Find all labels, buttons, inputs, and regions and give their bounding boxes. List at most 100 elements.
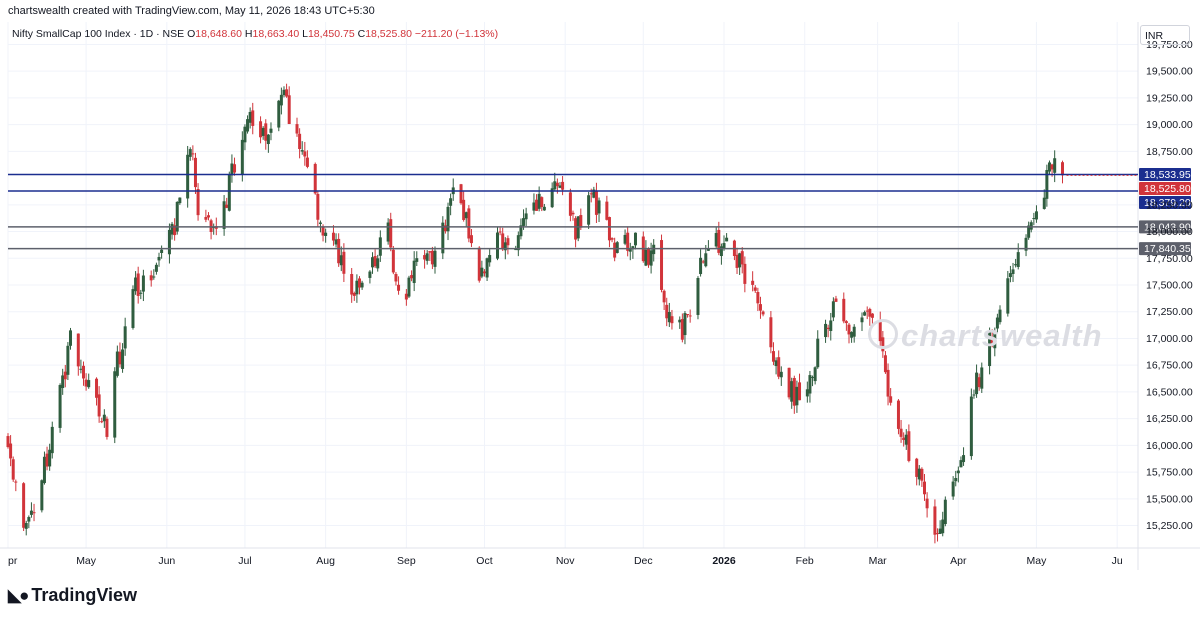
candle-body <box>943 499 947 525</box>
candle-body <box>404 293 408 300</box>
candle-body <box>467 208 471 239</box>
candle-body <box>678 319 682 323</box>
candle-body <box>441 222 445 254</box>
close-label: C <box>357 28 366 40</box>
candle-body <box>805 389 809 397</box>
candle-body <box>540 197 544 208</box>
candle-body <box>553 181 557 190</box>
price-axis[interactable]: 15,250.00 15,500.00 15,750.00 16,000.00 16,2… <box>1146 39 1193 532</box>
candle-body <box>157 256 161 261</box>
candle-body <box>154 264 158 272</box>
candle-body <box>811 376 815 378</box>
candle-body <box>410 275 414 279</box>
candle-body <box>170 223 174 235</box>
candle-body <box>82 365 86 379</box>
candle-body <box>102 414 106 422</box>
candle-body <box>412 260 416 284</box>
candle-body <box>717 229 721 253</box>
candle-body <box>295 124 299 134</box>
candle-body <box>178 197 182 204</box>
time-axis[interactable]: pr May Jun Jul Aug Sep Oct Nov Dec 2026 Feb Mar Apr M… <box>8 555 1123 567</box>
candle-body <box>1027 225 1031 238</box>
candle-body <box>300 150 304 152</box>
price-tick-label: 17,250.00 <box>1146 306 1193 318</box>
time-tick-label: May <box>1027 555 1048 567</box>
symbol-name[interactable]: Nifty SmallCap 100 Index · 1D · NSE <box>12 28 185 40</box>
price-level-tag-label: 17,840.35 <box>1144 243 1191 255</box>
price-tick-label: 15,750.00 <box>1146 467 1193 479</box>
candle-body <box>605 201 609 220</box>
low-value: 18,450.75 <box>307 28 355 40</box>
candle-body <box>160 249 164 254</box>
candle-body <box>113 371 117 438</box>
candle-body <box>1029 222 1033 230</box>
candle-body <box>503 242 507 251</box>
currency-selector[interactable]: INR <box>1140 25 1190 45</box>
horizontal-levels[interactable]: 18,533.95 18,525.80 18,379.20 18,043.90 17,8… <box>8 167 1191 256</box>
candle-body <box>50 426 54 454</box>
candle-body <box>118 351 122 365</box>
candle-body <box>443 225 447 232</box>
candle-body <box>32 512 36 514</box>
candle-body <box>248 111 252 123</box>
candle-body <box>907 431 911 461</box>
candle-body <box>482 271 486 274</box>
candle-body <box>863 312 867 316</box>
time-tick-label: Jun <box>158 555 175 567</box>
candle-body <box>246 119 250 132</box>
candle-body <box>594 191 598 215</box>
candle-body <box>751 280 755 285</box>
candle-body <box>191 153 195 155</box>
candle-body <box>76 333 80 367</box>
candle-body <box>357 278 361 288</box>
candle-body <box>704 253 708 267</box>
candle-body <box>816 338 820 368</box>
candle-body <box>735 254 739 268</box>
candle-body <box>79 368 83 370</box>
price-level-tag-label: 18,525.80 <box>1144 183 1191 195</box>
candle-body <box>844 321 848 324</box>
candle-body <box>847 324 851 335</box>
candle-body <box>686 314 690 316</box>
candle-body <box>167 229 171 255</box>
candle-body <box>998 309 1002 323</box>
price-tick-label: 18,000.00 <box>1146 226 1193 238</box>
price-chart[interactable]: 18,533.95 18,525.80 18,379.20 18,043.90 17,8… <box>0 22 1200 570</box>
candle-body <box>141 275 145 292</box>
candle-body <box>774 360 778 367</box>
candle-body <box>607 217 611 241</box>
candle-body <box>1032 218 1036 220</box>
candle-body <box>378 237 382 256</box>
candle-body <box>282 89 286 96</box>
candle-body <box>298 133 302 149</box>
time-tick-label: Feb <box>796 555 814 567</box>
candle-body <box>787 367 791 398</box>
candle-body <box>287 95 291 125</box>
candle-body <box>313 163 317 194</box>
candle-body <box>753 287 757 291</box>
candle-body <box>61 375 65 389</box>
time-tick-label: 2026 <box>712 555 736 567</box>
tradingview-branding[interactable]: ◣● TradingView <box>8 585 137 606</box>
candle-body <box>131 289 135 328</box>
candle-body <box>532 202 536 211</box>
time-tick-label: Apr <box>950 555 967 567</box>
chart-frame[interactable]: 18,533.95 18,525.80 18,379.20 18,043.90 17,8… <box>0 22 1200 570</box>
candle-body <box>264 123 268 141</box>
candle-body <box>14 481 18 483</box>
candle-body <box>42 456 46 484</box>
candle-body <box>22 483 26 528</box>
candle-body <box>925 498 929 509</box>
candle-body <box>756 291 760 304</box>
candle-body <box>97 394 101 417</box>
candle-body <box>193 157 197 188</box>
candle-body <box>941 519 945 534</box>
candle-body <box>852 326 856 337</box>
candle-body <box>1008 273 1012 278</box>
candle-body <box>352 292 356 296</box>
candle-body <box>350 274 354 295</box>
candle-body <box>988 332 992 367</box>
candle-body <box>121 349 125 369</box>
watermark: chartswealth <box>868 318 1103 354</box>
candle-body <box>40 480 44 511</box>
